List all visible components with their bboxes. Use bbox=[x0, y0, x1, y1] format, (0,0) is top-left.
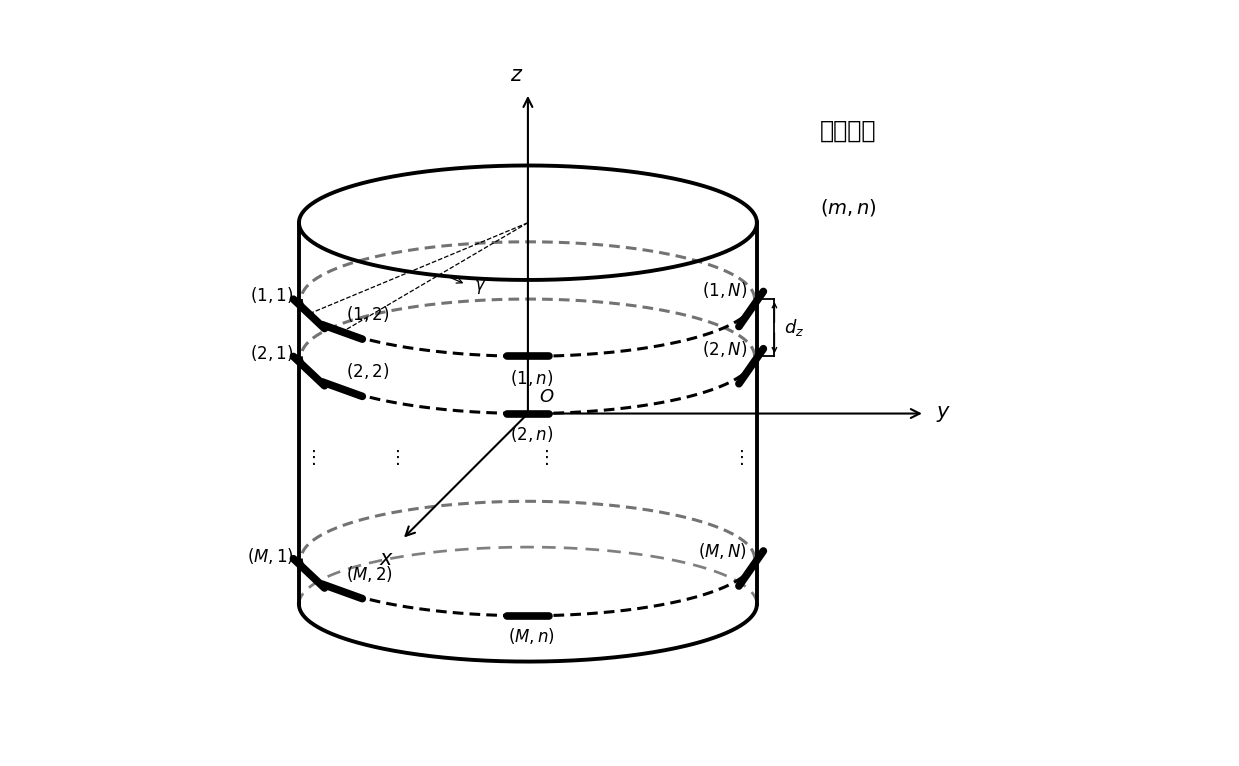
Text: $\gamma$: $\gamma$ bbox=[473, 278, 487, 296]
Text: $(1,n)$: $(1,n)$ bbox=[510, 368, 554, 388]
Text: $(m,n)$: $(m,n)$ bbox=[820, 197, 877, 218]
Text: $(1,1)$: $(1,1)$ bbox=[250, 285, 294, 305]
Text: $\vdots$: $\vdots$ bbox=[732, 448, 743, 467]
Text: $(M,1)$: $(M,1)$ bbox=[247, 545, 294, 566]
Text: $O$: $O$ bbox=[539, 388, 555, 406]
Text: $\vdots$: $\vdots$ bbox=[388, 448, 400, 467]
Text: $(2,1)$: $(2,1)$ bbox=[250, 343, 294, 364]
Text: $(M,n)$: $(M,n)$ bbox=[508, 627, 555, 647]
Text: $d_z$: $d_z$ bbox=[783, 317, 804, 338]
Text: $(1,2)$: $(1,2)$ bbox=[346, 304, 389, 324]
Text: $(2,N)$: $(2,N)$ bbox=[703, 339, 747, 358]
Text: $\vdots$: $\vdots$ bbox=[538, 448, 549, 467]
Text: $\vdots$: $\vdots$ bbox=[305, 448, 316, 467]
Text: $z$: $z$ bbox=[509, 65, 523, 85]
Text: $(2,2)$: $(2,2)$ bbox=[346, 362, 389, 381]
Text: $x$: $x$ bbox=[379, 548, 394, 568]
Text: $(2,n)$: $(2,n)$ bbox=[510, 424, 554, 444]
Text: $(1,N)$: $(1,N)$ bbox=[703, 280, 747, 300]
Text: $(M,2)$: $(M,2)$ bbox=[346, 564, 393, 584]
Text: $(M,N)$: $(M,N)$ bbox=[699, 541, 747, 561]
Text: 阵元编号: 阵元编号 bbox=[820, 119, 877, 143]
Text: $y$: $y$ bbox=[937, 404, 952, 424]
